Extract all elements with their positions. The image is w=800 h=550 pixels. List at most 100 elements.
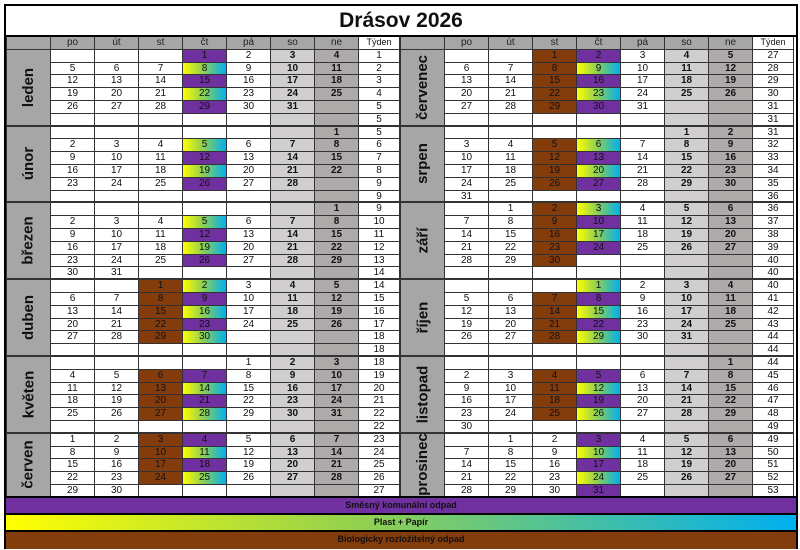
day-cell: 31 [315, 408, 359, 421]
day-cell: 2 [621, 280, 665, 293]
day-cell: 14 [665, 382, 709, 396]
day-cell [445, 280, 489, 293]
week-number: 48 [753, 408, 794, 421]
day-cell [533, 113, 577, 127]
day-cell: 20 [51, 318, 95, 332]
day-cell: 14 [95, 305, 139, 319]
month-label: prosinec [401, 433, 445, 498]
day-cell: 13 [709, 216, 753, 229]
day-cell: 30 [227, 100, 271, 114]
day-cell [621, 420, 665, 434]
day-cell [709, 113, 753, 127]
day-cell: 8 [51, 446, 95, 460]
week-number: 27 [753, 49, 794, 63]
week-number: 7 [359, 152, 400, 165]
day-cell: 30 [621, 331, 665, 345]
day-cell: 29 [139, 331, 183, 345]
day-cell: 28 [95, 331, 139, 345]
day-cell [445, 126, 489, 140]
day-cell [489, 113, 533, 127]
day-cell [315, 177, 359, 191]
day-cell: 4 [665, 49, 709, 63]
day-cell: 7 [489, 62, 533, 76]
day-cell: 24 [95, 177, 139, 191]
day-cell: 6 [271, 433, 315, 447]
week-number: 37 [753, 216, 794, 229]
day-cell: 17 [315, 382, 359, 396]
day-cell [139, 126, 183, 140]
day-cell: 4 [271, 280, 315, 293]
month-label: leden [7, 49, 51, 127]
day-cell: 7 [445, 216, 489, 229]
day-cell: 3 [227, 280, 271, 293]
day-cell: 21 [139, 88, 183, 101]
week-number: 15 [359, 292, 400, 306]
day-cell: 19 [577, 395, 621, 409]
day-cell: 28 [271, 254, 315, 268]
header-day: st [533, 37, 577, 50]
day-cell: 22 [489, 241, 533, 255]
day-cell: 18 [315, 75, 359, 89]
day-cell: 19 [445, 318, 489, 332]
day-cell: 22 [51, 472, 95, 485]
day-cell: 9 [51, 228, 95, 242]
day-cell: 3 [621, 49, 665, 63]
day-cell [577, 356, 621, 370]
day-cell [665, 420, 709, 434]
day-cell: 25 [533, 408, 577, 421]
day-cell [183, 344, 227, 357]
week-number: 23 [359, 433, 400, 447]
day-cell: 29 [665, 177, 709, 191]
week-number: 45 [753, 369, 794, 383]
day-cell [51, 344, 95, 357]
day-cell: 9 [271, 369, 315, 383]
day-cell: 21 [489, 88, 533, 101]
day-cell: 2 [709, 126, 753, 140]
day-cell: 24 [489, 408, 533, 421]
day-cell: 24 [665, 318, 709, 332]
month-name: září [413, 227, 431, 254]
legend-bio-odpad: Biologicky rozložitelný odpad [6, 530, 796, 549]
week-number: 40 [753, 280, 794, 293]
day-cell: 23 [533, 241, 577, 255]
day-cell: 15 [489, 459, 533, 473]
day-cell [665, 190, 709, 204]
day-cell: 5 [95, 369, 139, 383]
month-label: září [401, 203, 445, 281]
day-cell: 15 [665, 152, 709, 165]
day-cell: 27 [95, 100, 139, 114]
day-cell: 8 [489, 446, 533, 460]
day-cell: 4 [709, 280, 753, 293]
day-cell [315, 267, 359, 281]
week-number: 17 [359, 318, 400, 332]
day-cell: 14 [533, 305, 577, 319]
day-cell: 14 [489, 75, 533, 89]
month-name: únor [19, 147, 37, 181]
day-cell: 4 [621, 433, 665, 447]
week-number: 40 [753, 267, 794, 281]
day-cell: 14 [183, 382, 227, 396]
legend-smesny-odpad: Směsný komunální odpad [6, 496, 796, 513]
day-cell: 17 [139, 459, 183, 473]
day-cell: 28 [139, 100, 183, 114]
week-number: 46 [753, 382, 794, 396]
day-cell: 15 [51, 459, 95, 473]
day-cell: 3 [577, 433, 621, 447]
month-name: říjen [414, 301, 431, 334]
day-cell [445, 203, 489, 217]
week-number: 20 [359, 382, 400, 396]
day-cell [271, 113, 315, 127]
day-cell: 12 [577, 382, 621, 396]
day-cell: 2 [183, 280, 227, 293]
day-cell: 17 [621, 75, 665, 89]
day-cell: 22 [315, 164, 359, 178]
day-cell [227, 344, 271, 357]
header-day: so [665, 37, 709, 50]
day-cell [533, 267, 577, 281]
day-cell: 11 [621, 446, 665, 460]
week-number: 2 [359, 62, 400, 76]
week-number: 39 [753, 241, 794, 255]
day-cell [139, 203, 183, 217]
day-cell: 26 [51, 100, 95, 114]
day-cell [227, 420, 271, 434]
